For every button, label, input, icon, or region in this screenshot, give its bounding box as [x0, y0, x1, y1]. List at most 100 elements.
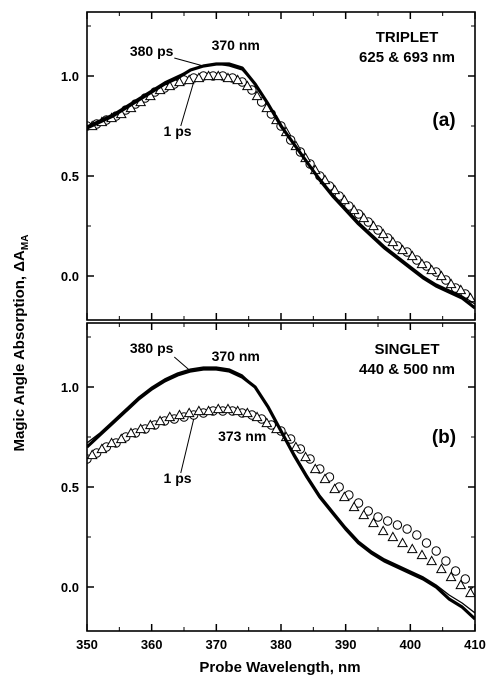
x-tick-label: 360 — [141, 637, 163, 652]
data-point-triangle — [203, 70, 215, 81]
data-point-triangle — [261, 417, 273, 428]
data-point-triangle — [426, 264, 438, 275]
data-point-triangle — [397, 244, 409, 255]
panel-label: (a) — [432, 110, 455, 131]
y-tick-label: 1.0 — [61, 69, 79, 84]
data-point-triangle — [241, 407, 253, 418]
data-point-triangle — [106, 437, 118, 448]
series-line — [87, 367, 475, 621]
data-point-triangle — [135, 423, 147, 434]
x-tick-label: 350 — [76, 637, 98, 652]
panel-a: 0.0 0.5 1.0 TRIPLET 625 & 693 nm (a) 380 ps 370… — [61, 11, 476, 321]
series-line — [87, 62, 475, 310]
data-point-triangle — [329, 184, 341, 195]
y-tick-label: 0.5 — [61, 169, 79, 184]
data-point-circle — [412, 530, 422, 540]
data-point-triangle — [96, 443, 108, 454]
data-point-circle — [402, 524, 412, 534]
data-point-triangle — [435, 270, 447, 281]
data-point-triangle — [358, 509, 370, 520]
data-point-triangle — [348, 501, 360, 512]
data-point-circle — [450, 566, 461, 576]
data-point-triangle — [174, 76, 185, 87]
data-point-triangle — [164, 80, 176, 91]
panel-title-line: SINGLET — [374, 341, 439, 358]
y-axis-title-main: Magic Angle Absorption, ΔA — [11, 250, 28, 452]
plot-frame — [86, 322, 476, 632]
series-line — [87, 366, 475, 614]
data-point-triangle — [183, 407, 195, 418]
data-point-triangle — [377, 525, 389, 536]
plot-area — [87, 62, 475, 310]
y-axis-title-subscript: MA — [20, 235, 31, 251]
data-point-triangle — [87, 449, 98, 460]
data-point-triangle — [154, 415, 166, 426]
x-tick-label: 380 — [270, 637, 292, 652]
x-tick-label: 370 — [205, 637, 227, 652]
data-point-triangle — [445, 571, 457, 582]
data-point-circle — [431, 546, 441, 556]
data-point-triangle — [416, 258, 428, 269]
panel-b: 350 360 370 380 390 400 410 0.0 0.5 1.0 SINGLET 440… — [61, 322, 486, 652]
data-point-triangle — [455, 579, 467, 590]
x-axis-title: Probe Wavelength, nm — [199, 659, 360, 676]
data-point-triangle — [251, 90, 263, 101]
data-point-triangle — [193, 72, 205, 83]
annotation: 373 nm — [218, 428, 266, 444]
data-point-triangle — [222, 403, 234, 414]
x-tick-label: 400 — [399, 637, 421, 652]
data-point-triangle — [232, 405, 244, 416]
data-point-triangle — [338, 194, 350, 205]
y-tick-label: 1.0 — [61, 380, 79, 395]
y-tick-label: 0.0 — [61, 580, 79, 595]
panel-title-line: TRIPLET — [376, 29, 439, 46]
plot-frame — [86, 11, 476, 321]
data-point-triangle — [416, 549, 428, 560]
data-point-circle — [460, 574, 470, 584]
data-point-triangle — [222, 72, 234, 83]
y-tick-label: 0.5 — [61, 480, 79, 495]
data-point-triangle — [445, 278, 457, 289]
data-point-triangle — [329, 483, 341, 494]
y-axis-title: Magic Angle Absorption, ΔAMA — [11, 235, 31, 452]
annotation: 380 ps — [130, 340, 174, 356]
plot-area — [87, 366, 475, 621]
data-point-triangle — [358, 212, 370, 223]
data-point-circle — [392, 520, 403, 530]
data-point-triangle — [368, 517, 379, 528]
data-point-triangle — [232, 74, 244, 85]
data-point-triangle — [368, 220, 379, 231]
data-point-triangle — [387, 531, 399, 542]
data-point-triangle — [319, 473, 331, 484]
y-tick-label: 0.0 — [61, 269, 79, 284]
data-point-triangle — [406, 543, 418, 554]
data-point-circle — [421, 538, 432, 548]
data-point-triangle — [212, 403, 224, 414]
data-point-triangle — [435, 563, 447, 574]
data-point-triangle — [203, 405, 215, 416]
data-point-triangle — [193, 405, 205, 416]
annotation: 1 ps — [164, 123, 192, 139]
data-point-triangle — [455, 284, 467, 295]
annotation-leader — [173, 356, 191, 372]
data-point-triangle — [397, 537, 409, 548]
data-point-triangle — [300, 451, 312, 462]
data-point-circle — [383, 516, 393, 526]
data-point-triangle — [183, 74, 195, 85]
data-point-triangle — [338, 491, 350, 502]
annotation-leader — [180, 81, 195, 127]
annotation: 370 nm — [212, 348, 260, 364]
data-point-triangle — [164, 411, 176, 422]
data-point-triangle — [290, 441, 302, 452]
annotation: 1 ps — [164, 470, 192, 486]
data-point-triangle — [115, 433, 127, 444]
x-tick-label: 410 — [464, 637, 486, 652]
data-point-circle — [441, 556, 451, 566]
panel-title-line: 625 & 693 nm — [359, 49, 455, 66]
panel-label: (b) — [432, 427, 456, 448]
data-point-triangle — [251, 411, 263, 422]
data-point-triangle — [144, 419, 156, 430]
data-point-triangle — [348, 204, 360, 215]
data-point-triangle — [377, 228, 389, 239]
